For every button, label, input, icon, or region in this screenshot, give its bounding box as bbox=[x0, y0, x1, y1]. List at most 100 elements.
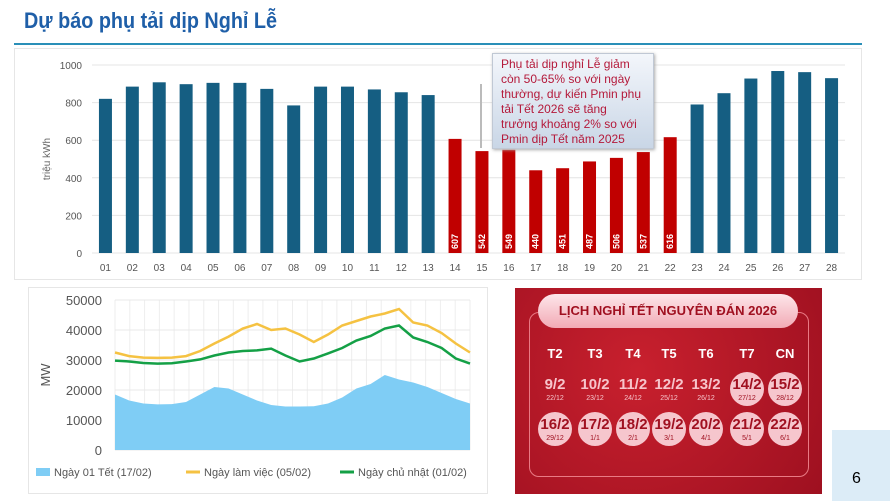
y-tick-label: 600 bbox=[65, 136, 82, 147]
x-tick-label: 27 bbox=[799, 263, 811, 274]
calendar-day: 21/2 5/1 bbox=[730, 412, 764, 446]
legend-label: Ngày chủ nhật (01/02) bbox=[358, 467, 467, 479]
x-tick-label: 11 bbox=[369, 263, 380, 274]
lunar-date: 6/1 bbox=[780, 435, 790, 442]
calendar-day: 12/2 25/12 bbox=[652, 372, 686, 406]
page-title: Dự báo phụ tải dịp Nghỉ Lễ bbox=[24, 8, 278, 33]
data-label: 607 bbox=[450, 234, 460, 249]
x-tick-label: 08 bbox=[288, 263, 300, 274]
x-tick-label: 04 bbox=[181, 263, 193, 274]
solar-date: 12/2 bbox=[654, 376, 684, 393]
load-profile-chart: 0 10000 20000 30000 40000 50000 MW Ngày 01 Tết … bbox=[36, 293, 471, 479]
bar-03 bbox=[152, 82, 166, 254]
y-tick-label: 30000 bbox=[66, 353, 102, 368]
bar-06 bbox=[233, 82, 247, 253]
annotation-callout: Phụ tải dịp nghỉ Lễ giảm còn 50-65% so v… bbox=[492, 53, 654, 149]
bar-07 bbox=[260, 88, 274, 253]
x-tick-label: 05 bbox=[207, 263, 219, 274]
data-label: 537 bbox=[638, 234, 648, 249]
lunar-date: 22/12 bbox=[546, 395, 564, 402]
solar-date: 17/2 bbox=[580, 416, 610, 433]
lunar-date: 28/12 bbox=[776, 395, 794, 402]
solar-date: 18/2 bbox=[618, 416, 648, 433]
x-tick-label: 25 bbox=[745, 263, 757, 274]
bar-08 bbox=[287, 105, 301, 253]
x-tick-label: 23 bbox=[692, 263, 704, 274]
x-tick-label: 26 bbox=[772, 263, 784, 274]
calendar-day: 18/2 2/1 bbox=[616, 412, 650, 446]
series-line-1 bbox=[114, 307, 471, 360]
x-tick-label: 14 bbox=[449, 263, 461, 274]
x-tick-label: 07 bbox=[261, 263, 273, 274]
bar-16 bbox=[502, 149, 516, 253]
bar-15 bbox=[475, 151, 489, 253]
bar-01 bbox=[98, 98, 112, 253]
bar-20 bbox=[609, 157, 623, 253]
x-tick-label: 03 bbox=[154, 263, 166, 274]
lunar-date: 4/1 bbox=[701, 435, 711, 442]
solar-date: 9/2 bbox=[544, 376, 566, 393]
y-tick-label: 50000 bbox=[66, 293, 102, 308]
y-tick-label: 20000 bbox=[66, 383, 102, 398]
weekday-header: T2 bbox=[547, 346, 563, 361]
solar-date: 16/2 bbox=[540, 416, 570, 433]
lunar-date: 23/12 bbox=[586, 395, 604, 402]
solar-date: 21/2 bbox=[732, 416, 762, 433]
bar-25 bbox=[744, 78, 758, 253]
corner-decoration bbox=[832, 430, 890, 501]
y-tick-label: 10000 bbox=[66, 413, 102, 428]
bar-18 bbox=[556, 168, 570, 253]
solar-date: 22/2 bbox=[770, 416, 800, 433]
weekday-header: T5 bbox=[661, 346, 677, 361]
x-tick-label: 17 bbox=[530, 263, 542, 274]
solar-date: 15/2 bbox=[770, 376, 800, 393]
title-divider bbox=[14, 43, 862, 45]
calendar-title: LỊCH NGHỈ TẾT NGUYÊN ĐÁN 2026 bbox=[538, 294, 798, 328]
y-tick-label: 400 bbox=[65, 174, 82, 185]
x-tick-label: 02 bbox=[127, 263, 139, 274]
bar-27 bbox=[798, 72, 812, 253]
bar-10 bbox=[340, 86, 354, 254]
x-tick-label: 09 bbox=[315, 263, 327, 274]
solar-date: 19/2 bbox=[654, 416, 684, 433]
bar-09 bbox=[314, 86, 328, 254]
series-area-0 bbox=[115, 375, 470, 450]
weekday-header: T4 bbox=[625, 346, 641, 361]
weekday-header: T7 bbox=[739, 346, 755, 361]
y-tick-label: 0 bbox=[76, 249, 82, 260]
lunar-date: 25/12 bbox=[660, 395, 678, 402]
bar-17 bbox=[529, 170, 543, 253]
x-tick-label: 13 bbox=[423, 263, 435, 274]
solar-date: 10/2 bbox=[580, 376, 610, 393]
lunar-date: 29/12 bbox=[546, 435, 564, 442]
lunar-date: 24/12 bbox=[624, 395, 642, 402]
x-tick-label: 21 bbox=[638, 263, 650, 274]
data-label: 451 bbox=[558, 234, 568, 249]
lunar-date: 27/12 bbox=[738, 395, 756, 402]
bar-12 bbox=[394, 92, 408, 253]
data-label: 506 bbox=[611, 234, 621, 249]
bar-14 bbox=[448, 138, 462, 253]
bar-26 bbox=[771, 71, 785, 254]
solar-date: 20/2 bbox=[691, 416, 721, 433]
lunar-date: 26/12 bbox=[697, 395, 715, 402]
x-tick-label: 24 bbox=[718, 263, 730, 274]
daily-energy-bar-chart: 0 200 400 600 800 1000 triệu kWh 01 02 03 04 05 06 07… bbox=[42, 61, 845, 274]
y-axis-label: MW bbox=[38, 363, 53, 387]
x-tick-label: 22 bbox=[665, 263, 677, 274]
calendar-day: 19/2 3/1 bbox=[652, 412, 686, 446]
data-label: 549 bbox=[504, 234, 514, 249]
bar-05 bbox=[206, 82, 220, 253]
y-tick-label: 1000 bbox=[60, 61, 83, 72]
series-line-2 bbox=[114, 324, 471, 365]
bar-13 bbox=[421, 95, 435, 253]
x-tick-label: 20 bbox=[611, 263, 623, 274]
bar-28 bbox=[825, 78, 839, 253]
page-number: 6 bbox=[852, 470, 861, 487]
weekday-header: CN bbox=[775, 346, 795, 361]
x-tick-label: 16 bbox=[503, 263, 515, 274]
calendar-day: 13/2 26/12 bbox=[689, 372, 723, 406]
bar-02 bbox=[125, 86, 139, 254]
solar-date: 11/2 bbox=[618, 376, 648, 393]
x-tick-label: 18 bbox=[557, 263, 569, 274]
